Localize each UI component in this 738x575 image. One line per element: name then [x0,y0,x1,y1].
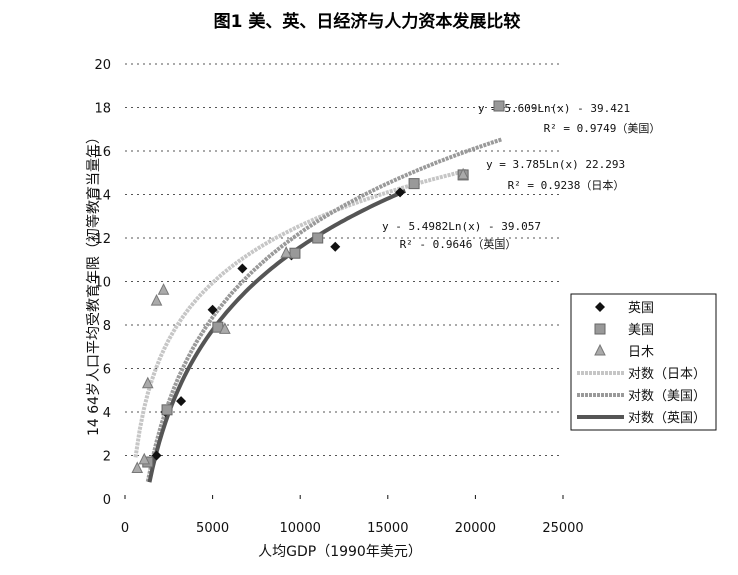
data-point [157,283,170,295]
data-point [289,247,301,259]
legend-box [570,293,717,431]
y-axis-label: 14 64岁人口平均受教育年限（初等教育当量年） [85,130,102,436]
x-tick-label: 0 [121,521,129,536]
fit-r-squared: R² = 0.9749（美国） [544,122,661,135]
data-point [138,452,151,465]
fit-curves [133,137,503,483]
data-point [330,241,341,252]
y-tick-label: 14 [94,189,111,204]
data-point [150,293,163,306]
legend-label: 对数（日本） [628,367,706,382]
y-tick-label: 18 [94,102,111,117]
y-tick-label: 0 [103,493,111,508]
fit-equation: y = 5.609Ln(x) - 39.421 [478,102,630,115]
legend-label: 日木 [628,345,654,360]
fit-r-squared: R² = 0.9238（日本） [508,178,625,192]
data-point [395,187,406,198]
x-axis-label: 人均GDP（1990年美元） [258,544,422,560]
chart-title: 图1 美、英、日经济与人力资本发展比较 [214,11,521,32]
y-tick-label: 4 [103,406,111,421]
data-point [131,461,144,474]
x-tick-label: 20000 [455,521,496,536]
y-tick-label: 10 [94,276,111,291]
fit-equation: y = 3.785Ln(x) 22.293 [486,158,625,171]
data-point [161,404,173,416]
legend-label: 对数（美国） [628,389,706,404]
y-tick-label: 12 [94,232,111,247]
y-tick-label: 16 [94,145,111,160]
legend-label: 英国 [628,301,654,316]
fit-curve [147,189,407,483]
y-tick-label: 8 [103,319,111,334]
fit-equations: y = 3.785Ln(x) 22.293 R² = 0.9238（日本） y = … [382,100,661,251]
equation-marker [493,100,505,112]
data-point [408,178,420,190]
data-points [131,167,469,474]
legend-marker [595,302,605,312]
data-point [207,304,218,315]
data-point [237,263,248,274]
y-tick-label: 6 [103,363,111,378]
legend-marker [594,323,606,335]
data-point [141,376,154,389]
fit-equation: y - 5.4982Ln(x) - 39.057 [382,220,541,233]
fit-curve [145,137,503,483]
data-point [280,246,292,258]
axes: 0 2 4 6 8 10 12 14 16 18 20 0 5000 10000 15000 20000 250… [94,58,583,536]
legend-label: 对数（英国） [628,411,706,426]
data-point [457,167,469,180]
legend-marker [594,343,606,356]
data-point [176,396,187,407]
x-tick-label: 10000 [280,521,321,536]
y-tick-label: 2 [103,450,111,465]
x-tick-label: 5000 [196,521,229,536]
fit-curve [133,168,468,458]
legend-label: 美国 [628,323,654,338]
data-point [151,450,162,461]
data-point [312,232,324,244]
x-tick-label: 25000 [542,521,583,536]
data-point [219,322,231,334]
y-tick-label: 20 [94,58,111,73]
x-tick-label: 15000 [367,521,408,536]
grid [125,63,563,456]
fit-r-squared: R² - 0.9646（英国） [400,237,517,251]
